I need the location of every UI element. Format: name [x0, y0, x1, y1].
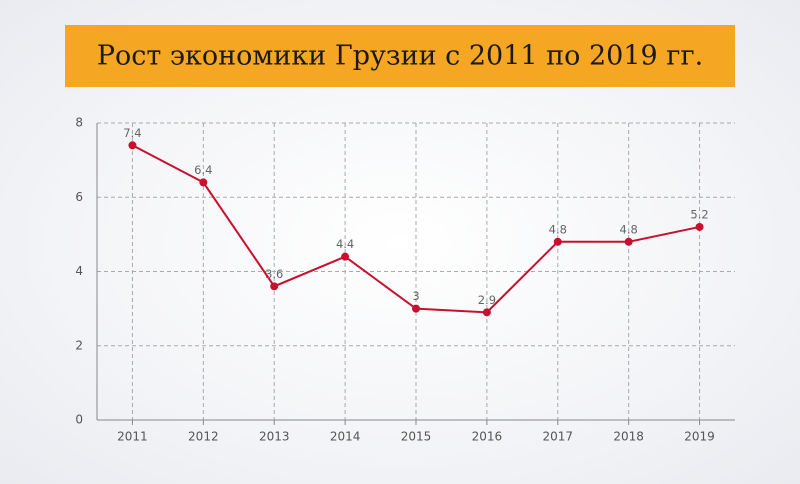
- value-label: 2.9: [478, 293, 496, 307]
- value-label: 3: [412, 289, 419, 303]
- x-tick-label: 2016: [472, 430, 503, 444]
- x-tick-label: 2011: [117, 430, 148, 444]
- point: [624, 237, 633, 246]
- y-tick-label: 4: [75, 264, 83, 278]
- x-tick-label: 2014: [330, 430, 361, 444]
- value-label: 7.4: [123, 126, 141, 140]
- x-tick-label: 2015: [401, 430, 432, 444]
- value-label: 3.6: [265, 267, 283, 281]
- chart-title: Рост экономики Грузии с 2011 по 2019 гг.: [97, 41, 703, 72]
- x-tick-label: 2018: [613, 430, 644, 444]
- x-tick-label: 2019: [684, 430, 715, 444]
- point: [199, 178, 208, 187]
- y-tick-label: 2: [75, 338, 83, 352]
- y-tick-label: 8: [75, 116, 83, 130]
- point: [412, 304, 420, 313]
- point: [695, 222, 704, 231]
- value-label: 4.4: [336, 237, 354, 251]
- point: [270, 282, 279, 291]
- value-label: 6.4: [194, 163, 212, 177]
- value-label: 4.8: [620, 222, 638, 236]
- x-tick-label: 2017: [543, 430, 574, 444]
- x-tick-label: 2013: [259, 430, 290, 444]
- x-tick-label: 2012: [188, 430, 219, 444]
- point: [553, 237, 562, 246]
- point: [128, 141, 137, 150]
- y-tick-label: 6: [75, 190, 83, 204]
- title-banner: [65, 25, 735, 87]
- point: [341, 252, 350, 261]
- value-label: 4.8: [549, 222, 567, 236]
- y-tick-label: 0: [75, 413, 83, 427]
- point: [482, 308, 491, 317]
- value-label: 5.2: [690, 207, 708, 221]
